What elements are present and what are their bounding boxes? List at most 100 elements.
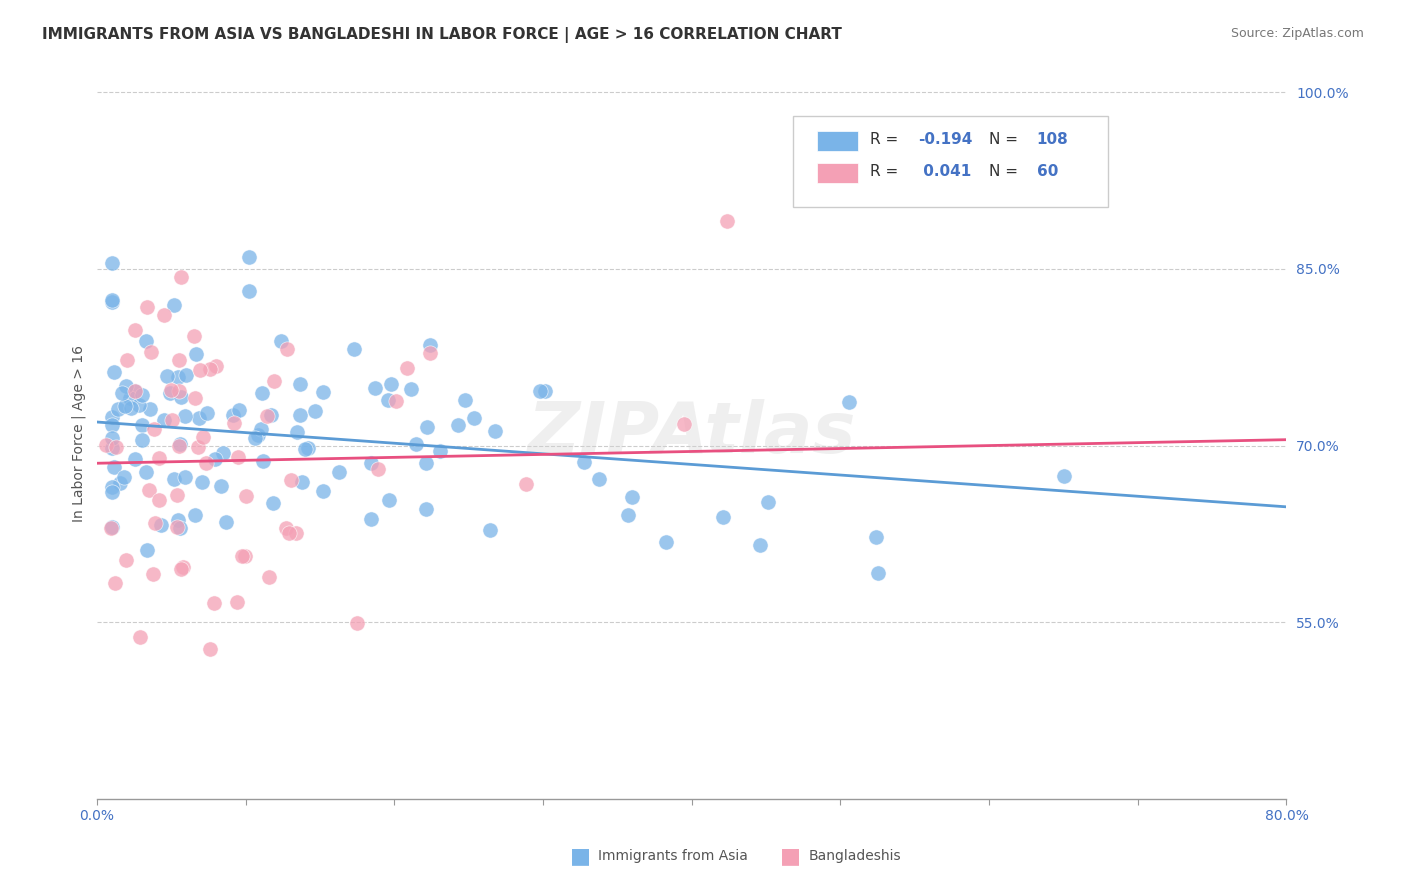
Bangladeshis bbox=[226, 595, 249, 609]
Bangladeshis bbox=[276, 342, 298, 356]
Immigrants from Asia bbox=[756, 495, 779, 509]
Bangladeshis bbox=[124, 323, 146, 337]
Bangladeshis bbox=[419, 345, 441, 359]
Bangladeshis bbox=[280, 473, 302, 487]
Bangladeshis bbox=[716, 214, 738, 228]
Immigrants from Asia bbox=[170, 390, 193, 404]
Immigrants from Asia bbox=[159, 386, 181, 401]
Bangladeshis bbox=[143, 516, 166, 530]
Immigrants from Asia bbox=[108, 475, 131, 490]
Immigrants from Asia bbox=[101, 418, 124, 433]
Immigrants from Asia bbox=[176, 368, 198, 383]
Immigrants from Asia bbox=[184, 347, 207, 361]
Text: R =: R = bbox=[870, 164, 903, 179]
Immigrants from Asia bbox=[294, 442, 316, 457]
Immigrants from Asia bbox=[868, 566, 890, 580]
Bangladeshis bbox=[263, 374, 285, 388]
Immigrants from Asia bbox=[152, 413, 174, 427]
Bangladeshis bbox=[224, 416, 246, 430]
Bangladeshis bbox=[138, 483, 160, 497]
Immigrants from Asia bbox=[311, 384, 333, 399]
Immigrants from Asia bbox=[238, 250, 260, 264]
Immigrants from Asia bbox=[572, 455, 595, 469]
Immigrants from Asia bbox=[360, 512, 382, 526]
Text: ■: ■ bbox=[569, 847, 591, 866]
Immigrants from Asia bbox=[343, 343, 366, 357]
Immigrants from Asia bbox=[711, 510, 734, 524]
Immigrants from Asia bbox=[454, 392, 477, 407]
Immigrants from Asia bbox=[749, 538, 772, 552]
Immigrants from Asia bbox=[184, 508, 207, 522]
Immigrants from Asia bbox=[100, 485, 122, 500]
Bangladeshis bbox=[167, 384, 190, 399]
Y-axis label: In Labor Force | Age > 16: In Labor Force | Age > 16 bbox=[72, 345, 86, 523]
Immigrants from Asia bbox=[131, 434, 153, 448]
Bangladeshis bbox=[191, 429, 214, 443]
Immigrants from Asia bbox=[149, 517, 172, 532]
Immigrants from Asia bbox=[173, 470, 195, 484]
Bangladeshis bbox=[162, 413, 184, 427]
Immigrants from Asia bbox=[429, 444, 451, 458]
Bangladeshis bbox=[183, 329, 205, 343]
Immigrants from Asia bbox=[250, 386, 273, 401]
Immigrants from Asia bbox=[529, 384, 551, 399]
Immigrants from Asia bbox=[484, 424, 506, 438]
Bangladeshis bbox=[124, 384, 146, 399]
Immigrants from Asia bbox=[139, 401, 162, 416]
Immigrants from Asia bbox=[128, 399, 150, 413]
Bangladeshis bbox=[367, 462, 389, 476]
Immigrants from Asia bbox=[377, 493, 399, 508]
Text: ZIPAtlas: ZIPAtlas bbox=[527, 400, 856, 468]
FancyBboxPatch shape bbox=[793, 116, 1108, 207]
Bangladeshis bbox=[152, 308, 174, 322]
Immigrants from Asia bbox=[297, 441, 319, 455]
Bar bbox=[817, 130, 858, 151]
Immigrants from Asia bbox=[212, 446, 235, 460]
Bangladeshis bbox=[202, 596, 225, 610]
Bangladeshis bbox=[346, 615, 368, 630]
Bangladeshis bbox=[169, 353, 191, 368]
Bangladeshis bbox=[385, 393, 408, 408]
Immigrants from Asia bbox=[838, 394, 860, 409]
Immigrants from Asia bbox=[328, 465, 350, 479]
Immigrants from Asia bbox=[364, 381, 387, 395]
Immigrants from Asia bbox=[865, 530, 887, 544]
Immigrants from Asia bbox=[245, 431, 267, 445]
Text: N =: N = bbox=[988, 164, 1024, 179]
Bangladeshis bbox=[198, 641, 221, 656]
Bangladeshis bbox=[139, 345, 162, 359]
Bangladeshis bbox=[673, 417, 696, 431]
Immigrants from Asia bbox=[463, 411, 485, 425]
Immigrants from Asia bbox=[419, 338, 441, 352]
Text: 0.041: 0.041 bbox=[918, 164, 972, 179]
Immigrants from Asia bbox=[285, 425, 308, 440]
Text: ■: ■ bbox=[780, 847, 801, 866]
Immigrants from Asia bbox=[163, 298, 186, 312]
Immigrants from Asia bbox=[447, 418, 470, 433]
Immigrants from Asia bbox=[588, 472, 610, 486]
Bangladeshis bbox=[160, 384, 183, 398]
Immigrants from Asia bbox=[134, 334, 156, 348]
Bangladeshis bbox=[235, 489, 257, 503]
Bangladeshis bbox=[277, 526, 299, 541]
Immigrants from Asia bbox=[162, 473, 184, 487]
Bangladeshis bbox=[169, 439, 191, 453]
Immigrants from Asia bbox=[166, 512, 188, 526]
Bangladeshis bbox=[104, 576, 127, 591]
Bangladeshis bbox=[226, 450, 249, 465]
Immigrants from Asia bbox=[195, 406, 218, 420]
Immigrants from Asia bbox=[114, 399, 136, 413]
Immigrants from Asia bbox=[360, 456, 382, 470]
Text: Immigrants from Asia: Immigrants from Asia bbox=[598, 849, 748, 863]
Immigrants from Asia bbox=[288, 376, 311, 391]
Immigrants from Asia bbox=[249, 422, 271, 436]
Bangladeshis bbox=[166, 519, 188, 533]
Immigrants from Asia bbox=[103, 460, 125, 475]
Immigrants from Asia bbox=[100, 442, 122, 456]
Bangladeshis bbox=[256, 409, 278, 423]
Immigrants from Asia bbox=[405, 437, 427, 451]
Immigrants from Asia bbox=[415, 501, 437, 516]
Bangladeshis bbox=[233, 549, 256, 564]
Bangladeshis bbox=[100, 521, 122, 535]
Bangladeshis bbox=[285, 525, 308, 540]
